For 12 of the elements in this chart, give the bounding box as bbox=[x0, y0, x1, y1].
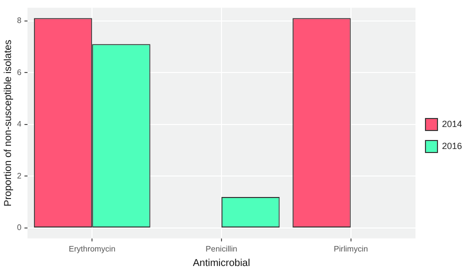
x-tick-label: Penicillin bbox=[206, 244, 238, 254]
y-tick-label: 0 bbox=[16, 223, 22, 232]
y-tick-label: 4 bbox=[16, 120, 22, 129]
legend-label: 2014 bbox=[442, 118, 462, 129]
y-tick-label: 6 bbox=[16, 68, 22, 77]
legend-label: 2016 bbox=[442, 140, 462, 151]
x-tick-label: Pirlimycin bbox=[334, 244, 368, 254]
y-tick-label: 8 bbox=[16, 16, 22, 25]
x-tick-label: Erythromycin bbox=[68, 244, 116, 254]
x-axis-title: Antimicrobial bbox=[192, 258, 250, 269]
y-tick-label: 2 bbox=[16, 171, 22, 180]
y-axis-title: Proportion of non-susceptible isolates bbox=[2, 40, 14, 206]
